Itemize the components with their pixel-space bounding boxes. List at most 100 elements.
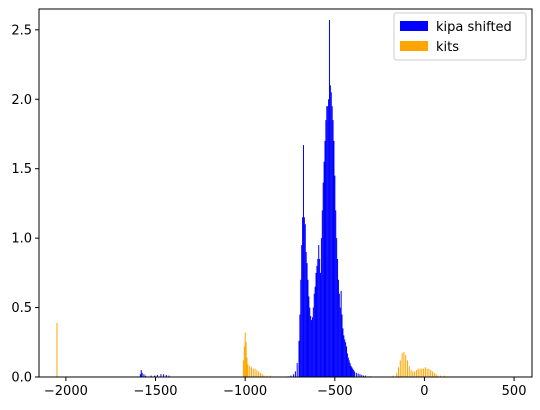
bar-kipa-shifted-18 — [299, 314, 301, 377]
x-tick-label: 0 — [420, 384, 428, 399]
bar-kipa-shifted-53 — [330, 92, 332, 378]
legend-swatch — [400, 21, 428, 31]
bar-kipa-shifted-75 — [350, 365, 352, 377]
bar-kipa-shifted-69 — [345, 342, 347, 377]
bar-kipa-shifted-20 — [301, 245, 303, 377]
bar-kits-5 — [246, 357, 248, 377]
bar-kipa-shifted-65 — [341, 314, 343, 377]
y-axis: 0.0 0.5 1.0 1.5 2.0 2.5 — [11, 23, 39, 386]
bar-kits-38 — [430, 370, 432, 377]
series-kipa-shifted — [139, 20, 372, 378]
bar-kits-23 — [403, 352, 405, 377]
bar-kits-4 — [245, 342, 247, 377]
bar-kits-30 — [415, 370, 417, 377]
bar-kipa-shifted-34 — [313, 293, 315, 377]
bar-kipa-shifted-13 — [290, 375, 292, 377]
bar-kipa-shifted-84 — [363, 375, 365, 377]
bar-kipa-shifted-68 — [344, 339, 346, 377]
bar-kipa-shifted-52 — [329, 85, 331, 378]
bar-kipa-shifted-66 — [342, 328, 344, 377]
bar-kits-8 — [250, 367, 252, 377]
bar-kipa-shifted-8 — [160, 374, 162, 377]
bar-kipa-shifted-1 — [140, 370, 142, 377]
x-tick-label: −500 — [317, 384, 353, 399]
bar-kipa-shifted-83 — [361, 374, 363, 377]
bar-kipa-shifted-33 — [312, 307, 314, 377]
x-tick-label: −1500 — [134, 384, 178, 399]
bar-kipa-shifted-61 — [337, 279, 339, 377]
plot-frame — [38, 8, 533, 378]
bar-kipa-shifted-82 — [359, 374, 361, 377]
bar-kipa-shifted-3 — [143, 374, 145, 377]
bar-kipa-shifted-55 — [332, 120, 334, 378]
bar-kipa-shifted-38 — [317, 258, 319, 377]
bar-kipa-shifted-30 — [310, 315, 312, 377]
bar-kits-20 — [397, 367, 399, 377]
bar-kipa-shifted-49 — [327, 106, 329, 377]
bar-kipa-shifted-57 — [334, 175, 336, 377]
legend-label: kipa shifted — [436, 20, 512, 35]
bar-kits-2 — [243, 346, 245, 377]
bar-kipa-shifted-71 — [346, 353, 348, 377]
bar-kipa-shifted-15 — [294, 371, 296, 377]
bar-kipa-shifted-37 — [316, 265, 318, 377]
series-kits — [56, 322, 449, 377]
bar-kits-27 — [410, 370, 412, 377]
bar-kits-21 — [399, 360, 401, 377]
bar-kits-11 — [256, 370, 258, 377]
bar-kipa-shifted-41 — [320, 272, 322, 377]
bar-kits-34 — [423, 368, 425, 377]
bar-kits-12 — [258, 371, 260, 377]
bar-kipa-shifted-31 — [311, 320, 313, 377]
bar-kipa-shifted-54 — [331, 106, 333, 377]
bar-kipa-shifted-70 — [346, 346, 348, 377]
bar-kipa-shifted-67 — [343, 335, 345, 377]
bar-kits-7 — [249, 365, 251, 377]
bar-kits-16 — [266, 375, 268, 377]
bar-kipa-shifted-39 — [318, 245, 320, 377]
legend: kipa shifted kits — [393, 12, 527, 61]
bar-kipa-shifted-27 — [307, 279, 309, 377]
bar-kits-17 — [269, 375, 271, 377]
bar-kipa-shifted-35 — [314, 286, 316, 377]
bar-kipa-shifted-17 — [298, 340, 300, 377]
y-tick-label: 0.5 — [11, 301, 32, 316]
x-axis: −2000 −1500 −1000 −500 0 500 — [44, 377, 526, 399]
bar-kits-14 — [261, 374, 263, 377]
bar-kits-42 — [437, 375, 439, 377]
bar-kipa-shifted-2 — [141, 372, 143, 377]
bar-kipa-shifted-73 — [348, 360, 350, 377]
bar-kits-22 — [401, 353, 403, 377]
bar-kipa-shifted-81 — [357, 373, 359, 377]
y-tick-label: 0.0 — [11, 371, 32, 386]
bar-kits-35 — [424, 367, 426, 377]
bar-kits-32 — [419, 368, 421, 377]
bar-kipa-shifted-48 — [326, 106, 328, 377]
bar-kits-9 — [252, 368, 254, 377]
bar-kipa-shifted-63 — [339, 307, 341, 377]
bar-kipa-shifted-10 — [165, 374, 167, 377]
bar-kits-19 — [396, 372, 398, 377]
bar-kipa-shifted-77 — [352, 368, 354, 377]
bar-kipa-shifted-40 — [319, 258, 321, 377]
bar-kits-1 — [242, 360, 244, 377]
bar-kipa-shifted-5 — [150, 375, 152, 377]
bar-kipa-shifted-79 — [354, 371, 356, 377]
bar-kits-28 — [412, 371, 414, 377]
bar-kipa-shifted-22 — [302, 145, 304, 377]
bar-kits-25 — [406, 360, 408, 377]
bar-kipa-shifted-4 — [145, 375, 147, 377]
bar-kipa-shifted-58 — [335, 210, 337, 377]
bar-kipa-shifted-19 — [300, 279, 302, 377]
bar-kits-18 — [392, 375, 394, 377]
bar-kits-0 — [56, 322, 58, 377]
bar-kipa-shifted-56 — [333, 140, 335, 377]
bar-kits-29 — [414, 371, 416, 377]
bar-kipa-shifted-28 — [308, 296, 310, 377]
bar-kits-36 — [426, 368, 428, 377]
bar-kipa-shifted-44 — [322, 182, 324, 377]
bar-kipa-shifted-80 — [355, 372, 357, 377]
x-tick-label: −2000 — [44, 384, 88, 399]
